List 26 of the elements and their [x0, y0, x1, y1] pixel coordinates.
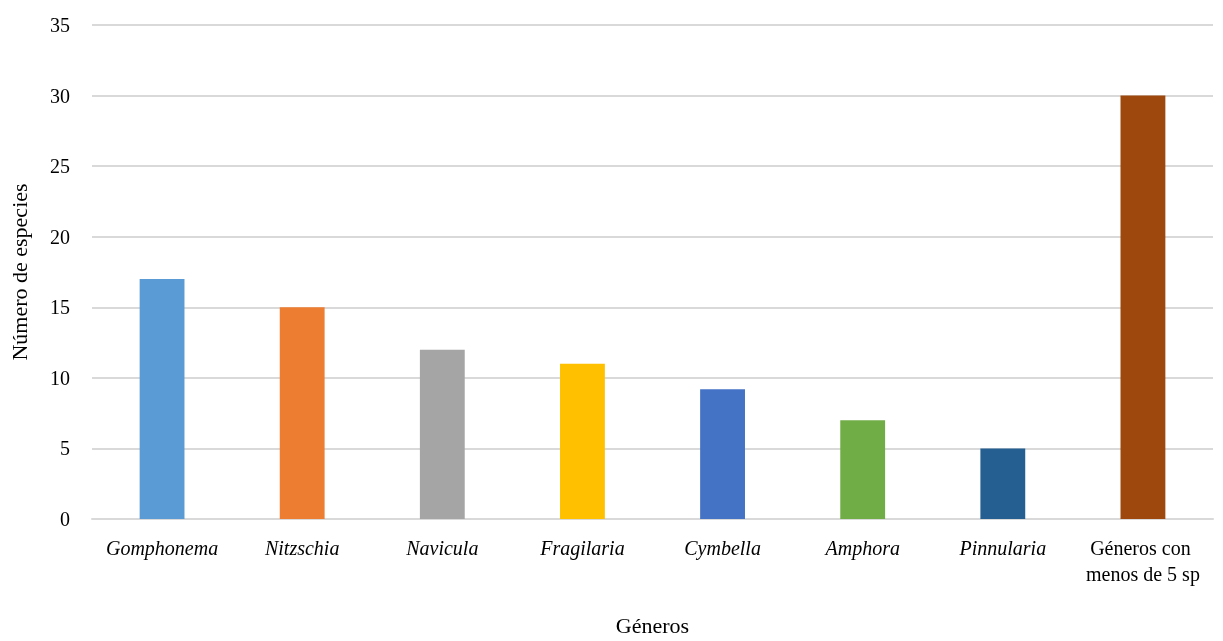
bar: [980, 448, 1026, 519]
x-tick-label: Amphora: [823, 537, 900, 560]
y-tick-label: 0: [60, 508, 70, 530]
y-tick-label: 10: [50, 366, 70, 389]
bar: [700, 389, 745, 519]
bar: [1120, 95, 1166, 519]
y-tick-label: 30: [50, 84, 70, 107]
x-tick-label: Navicula: [405, 537, 479, 559]
x-axis-title: Géneros: [615, 612, 690, 638]
bar: [279, 307, 325, 519]
y-tick-label: 15: [50, 296, 70, 319]
y-tick-label: 5: [60, 437, 70, 460]
bar: [560, 363, 605, 519]
x-tick-label: Gomphonema: [105, 537, 219, 560]
y-tick-label: 35: [50, 14, 70, 36]
y-tick-label: 25: [50, 155, 70, 178]
x-tick-label: Pinnularia: [958, 537, 1047, 559]
x-tick-label: Géneros con menos de 5 sp: [1085, 537, 1200, 586]
y-axis-title: Número de especies: [6, 183, 32, 361]
bar: [419, 349, 465, 519]
bar: [840, 420, 886, 519]
x-tick-label: Nitzschia: [263, 537, 340, 559]
x-tick-label: Fragilaria: [539, 537, 625, 560]
bar: [139, 279, 185, 519]
y-tick-label: 20: [50, 225, 70, 248]
x-tick-label: Cymbella: [684, 537, 761, 560]
